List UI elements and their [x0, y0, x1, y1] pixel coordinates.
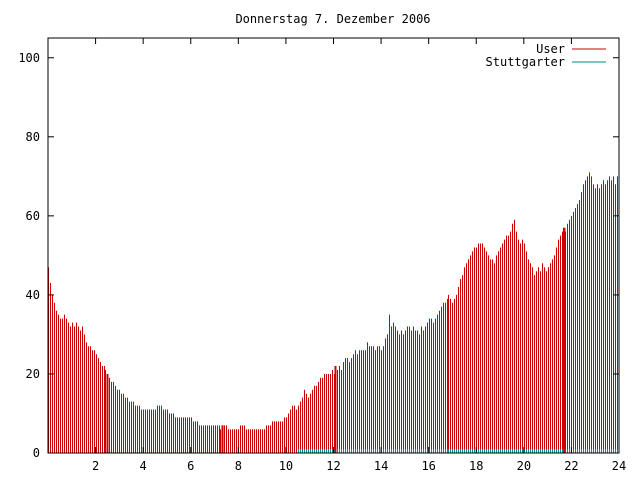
x-tick-label: 22	[564, 459, 578, 473]
x-tick-label: 4	[140, 459, 147, 473]
x-tick-label: 2	[92, 459, 99, 473]
y-tick-label: 60	[26, 209, 40, 223]
bars-layer	[48, 172, 618, 453]
y-tick-label: 100	[18, 51, 40, 65]
x-axis: 2 4 6 8 10 12 14 16 18 20 22 24	[92, 38, 626, 473]
x-tick-label: 24	[612, 459, 626, 473]
x-tick-label: 6	[187, 459, 194, 473]
plot-border	[47, 37, 620, 454]
y-tick-label: 40	[26, 288, 40, 302]
legend: User Stuttgarter	[486, 42, 606, 69]
x-tick-label: 10	[279, 459, 293, 473]
x-tick-label: 20	[517, 459, 531, 473]
legend-label-stuttgarter: Stuttgarter	[486, 55, 565, 69]
y-tick-label: 20	[26, 367, 40, 381]
plot-frame	[47, 37, 620, 454]
y-tick-label: 80	[26, 130, 40, 144]
x-tick-label: 12	[326, 459, 340, 473]
chart-title: Donnerstag 7. Dezember 2006	[235, 12, 430, 26]
x-tick-label: 18	[469, 459, 483, 473]
legend-label-user: User	[536, 42, 565, 56]
y-axis: 0 20 40 60 80 100	[18, 51, 619, 460]
x-tick-label: 8	[235, 459, 242, 473]
x-tick-label: 16	[421, 459, 435, 473]
x-tick-label: 14	[374, 459, 388, 473]
y-tick-label: 0	[33, 446, 40, 460]
